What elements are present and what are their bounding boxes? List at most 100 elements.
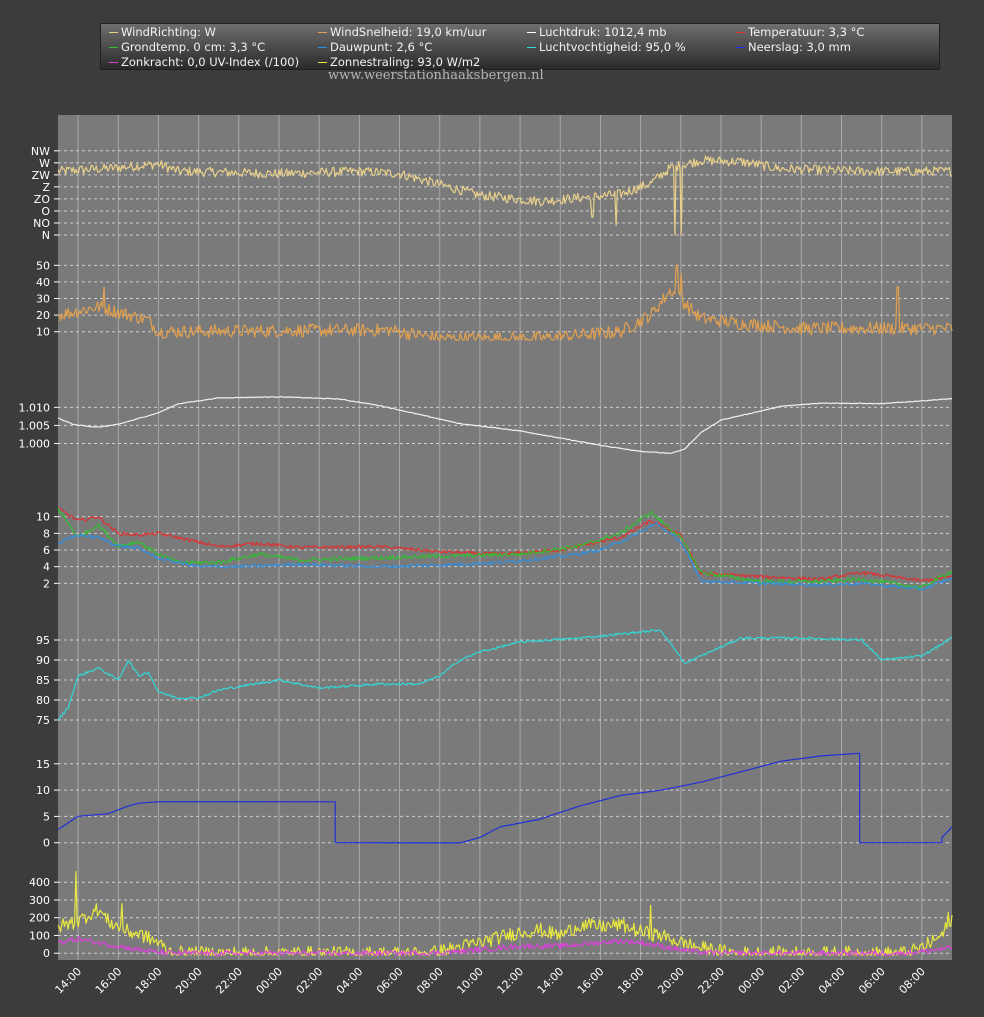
legend-item-zonkracht: Zonkracht: 0,0 UV-Index (/100) <box>109 55 300 69</box>
y-tick-label: 80 <box>36 694 50 707</box>
legend-box: WindRichting: W WindSnelheid: 19,0 km/uu… <box>100 23 940 70</box>
legend-swatch <box>527 47 536 48</box>
y-tick-label: 95 <box>36 634 50 647</box>
legend-swatch <box>109 47 118 48</box>
x-tick-label: 12:00 <box>495 965 527 997</box>
x-tick-label: 02:00 <box>294 965 326 997</box>
y-tick-label: ZO <box>34 193 51 206</box>
x-tick-label: 04:00 <box>816 965 848 997</box>
y-tick-label: Z <box>42 181 50 194</box>
legend-item-windrichting: WindRichting: W <box>109 25 216 39</box>
x-tick-label: 06:00 <box>374 965 406 997</box>
y-tick-label: 1.005 <box>19 419 51 432</box>
legend-label: Neerslag: 3,0 mm <box>748 40 851 54</box>
legend-label: WindRichting: W <box>121 25 216 39</box>
legend-item-neerslag: Neerslag: 3,0 mm <box>736 40 851 54</box>
legend-label: Zonkracht: 0,0 UV-Index (/100) <box>121 55 300 69</box>
y-tick-label: 0 <box>43 947 50 960</box>
legend-item-luchtdruk: Luchtdruk: 1012,4 mb <box>527 25 667 39</box>
y-tick-label: O <box>41 205 50 218</box>
x-tick-label: 08:00 <box>896 965 928 997</box>
x-tick-label: 22:00 <box>695 965 727 997</box>
y-tick-label: 75 <box>36 714 50 727</box>
x-tick-label: 20:00 <box>655 965 687 997</box>
legend-label: Luchtvochtigheid: 95,0 % <box>539 40 686 54</box>
legend-label: Dauwpunt: 2,6 °C <box>330 40 433 54</box>
x-tick-label: 04:00 <box>334 965 366 997</box>
legend-item-luchtvochtigheid: Luchtvochtigheid: 95,0 % <box>527 40 686 54</box>
y-tick-label: 50 <box>36 259 50 272</box>
series-line-temperatuur <box>57 507 953 590</box>
x-tick-label: 20:00 <box>173 965 205 997</box>
x-tick-label: 14:00 <box>535 965 567 997</box>
y-tick-label: 10 <box>36 326 50 339</box>
y-tick-label: 400 <box>29 876 50 889</box>
legend-label: Luchtdruk: 1012,4 mb <box>539 25 667 39</box>
y-tick-label: 90 <box>36 654 50 667</box>
series-line-zon <box>57 936 953 956</box>
y-tick-label: 15 <box>36 758 50 771</box>
legend-swatch <box>736 47 745 48</box>
series-line-windrichting <box>57 155 952 236</box>
y-tick-label: 10 <box>36 511 50 524</box>
x-tick-label: 16:00 <box>575 965 607 997</box>
y-tick-label: 100 <box>29 929 50 942</box>
series-line-neerslag <box>57 752 953 844</box>
x-tick-label: 16:00 <box>93 965 125 997</box>
panel-luchtdruk: 1.010 1.005 1.000 <box>19 396 953 454</box>
legend-swatch <box>318 32 327 33</box>
legend-swatch <box>527 32 536 33</box>
x-tick-label: 10:00 <box>454 965 486 997</box>
y-tick-label: 4 <box>43 561 50 574</box>
y-tick-label: 1.010 <box>19 401 51 414</box>
y-tick-label: 0 <box>43 837 50 850</box>
series-line-windsnelheid <box>57 264 953 341</box>
x-tick-label: 14:00 <box>53 965 85 997</box>
legend-swatch <box>736 32 745 33</box>
y-tick-label: 300 <box>29 894 50 907</box>
legend-item-dauwpunt: Dauwpunt: 2,6 °C <box>318 40 433 54</box>
x-tick-label: 06:00 <box>856 965 888 997</box>
panel-temperatuur: 10 8 6 4 2 <box>36 507 953 591</box>
legend-label: Grondtemp. 0 cm: 3,3 °C <box>121 40 266 54</box>
legend-item-grondtemp: Grondtemp. 0 cm: 3,3 °C <box>109 40 266 54</box>
y-tick-label: 85 <box>36 674 50 687</box>
legend-label: Zonnestraling: 93,0 W/m2 <box>330 55 481 69</box>
x-tick-label: 08:00 <box>414 965 446 997</box>
x-tick-label: 00:00 <box>736 965 768 997</box>
y-tick-label: 10 <box>36 784 50 797</box>
y-tick-label: 40 <box>36 276 50 289</box>
x-tick-label: 00:00 <box>254 965 286 997</box>
legend-item-zonnestraling: Zonnestraling: 93,0 W/m2 <box>318 55 481 69</box>
panel-zon: 400 300 200 100 0 <box>29 871 953 960</box>
legend-label: WindSnelheid: 19,0 km/uur <box>330 25 487 39</box>
legend-item-windsnelheid: WindSnelheid: 19,0 km/uur <box>318 25 487 39</box>
y-tick-label: 8 <box>43 527 50 540</box>
y-tick-label: NW <box>31 145 50 158</box>
y-tick-label: 20 <box>36 309 50 322</box>
watermark-url: www.weerstationhaaksbergen.nl <box>328 68 544 83</box>
y-tick-label: ZW <box>32 169 51 182</box>
series-line-luchtvochtigheid <box>57 629 953 721</box>
legend-swatch <box>318 47 327 48</box>
y-tick-label: 1.000 <box>19 438 51 451</box>
x-tick-label: 18:00 <box>133 965 165 997</box>
x-tick-label: 18:00 <box>615 965 647 997</box>
panel-windsnelheid: 50 40 30 20 10 <box>36 259 953 341</box>
x-tick-label: 22:00 <box>213 965 245 997</box>
y-tick-label: N <box>42 229 50 242</box>
x-tick-label: 02:00 <box>776 965 808 997</box>
panel-luchtvochtigheid: 95 90 85 80 75 <box>36 629 953 727</box>
panel-neerslag: 15 10 5 0 <box>36 752 953 850</box>
y-tick-label: NO <box>33 217 50 230</box>
legend-swatch <box>109 62 118 63</box>
series-line-temperatuur <box>57 522 953 591</box>
legend-label: Temperatuur: 3,3 °C <box>748 25 865 39</box>
legend-swatch <box>318 62 327 63</box>
legend-swatch <box>109 32 118 33</box>
y-tick-label: 30 <box>36 293 50 306</box>
legend-item-temperatuur: Temperatuur: 3,3 °C <box>736 25 865 39</box>
y-tick-label: 200 <box>29 912 50 925</box>
